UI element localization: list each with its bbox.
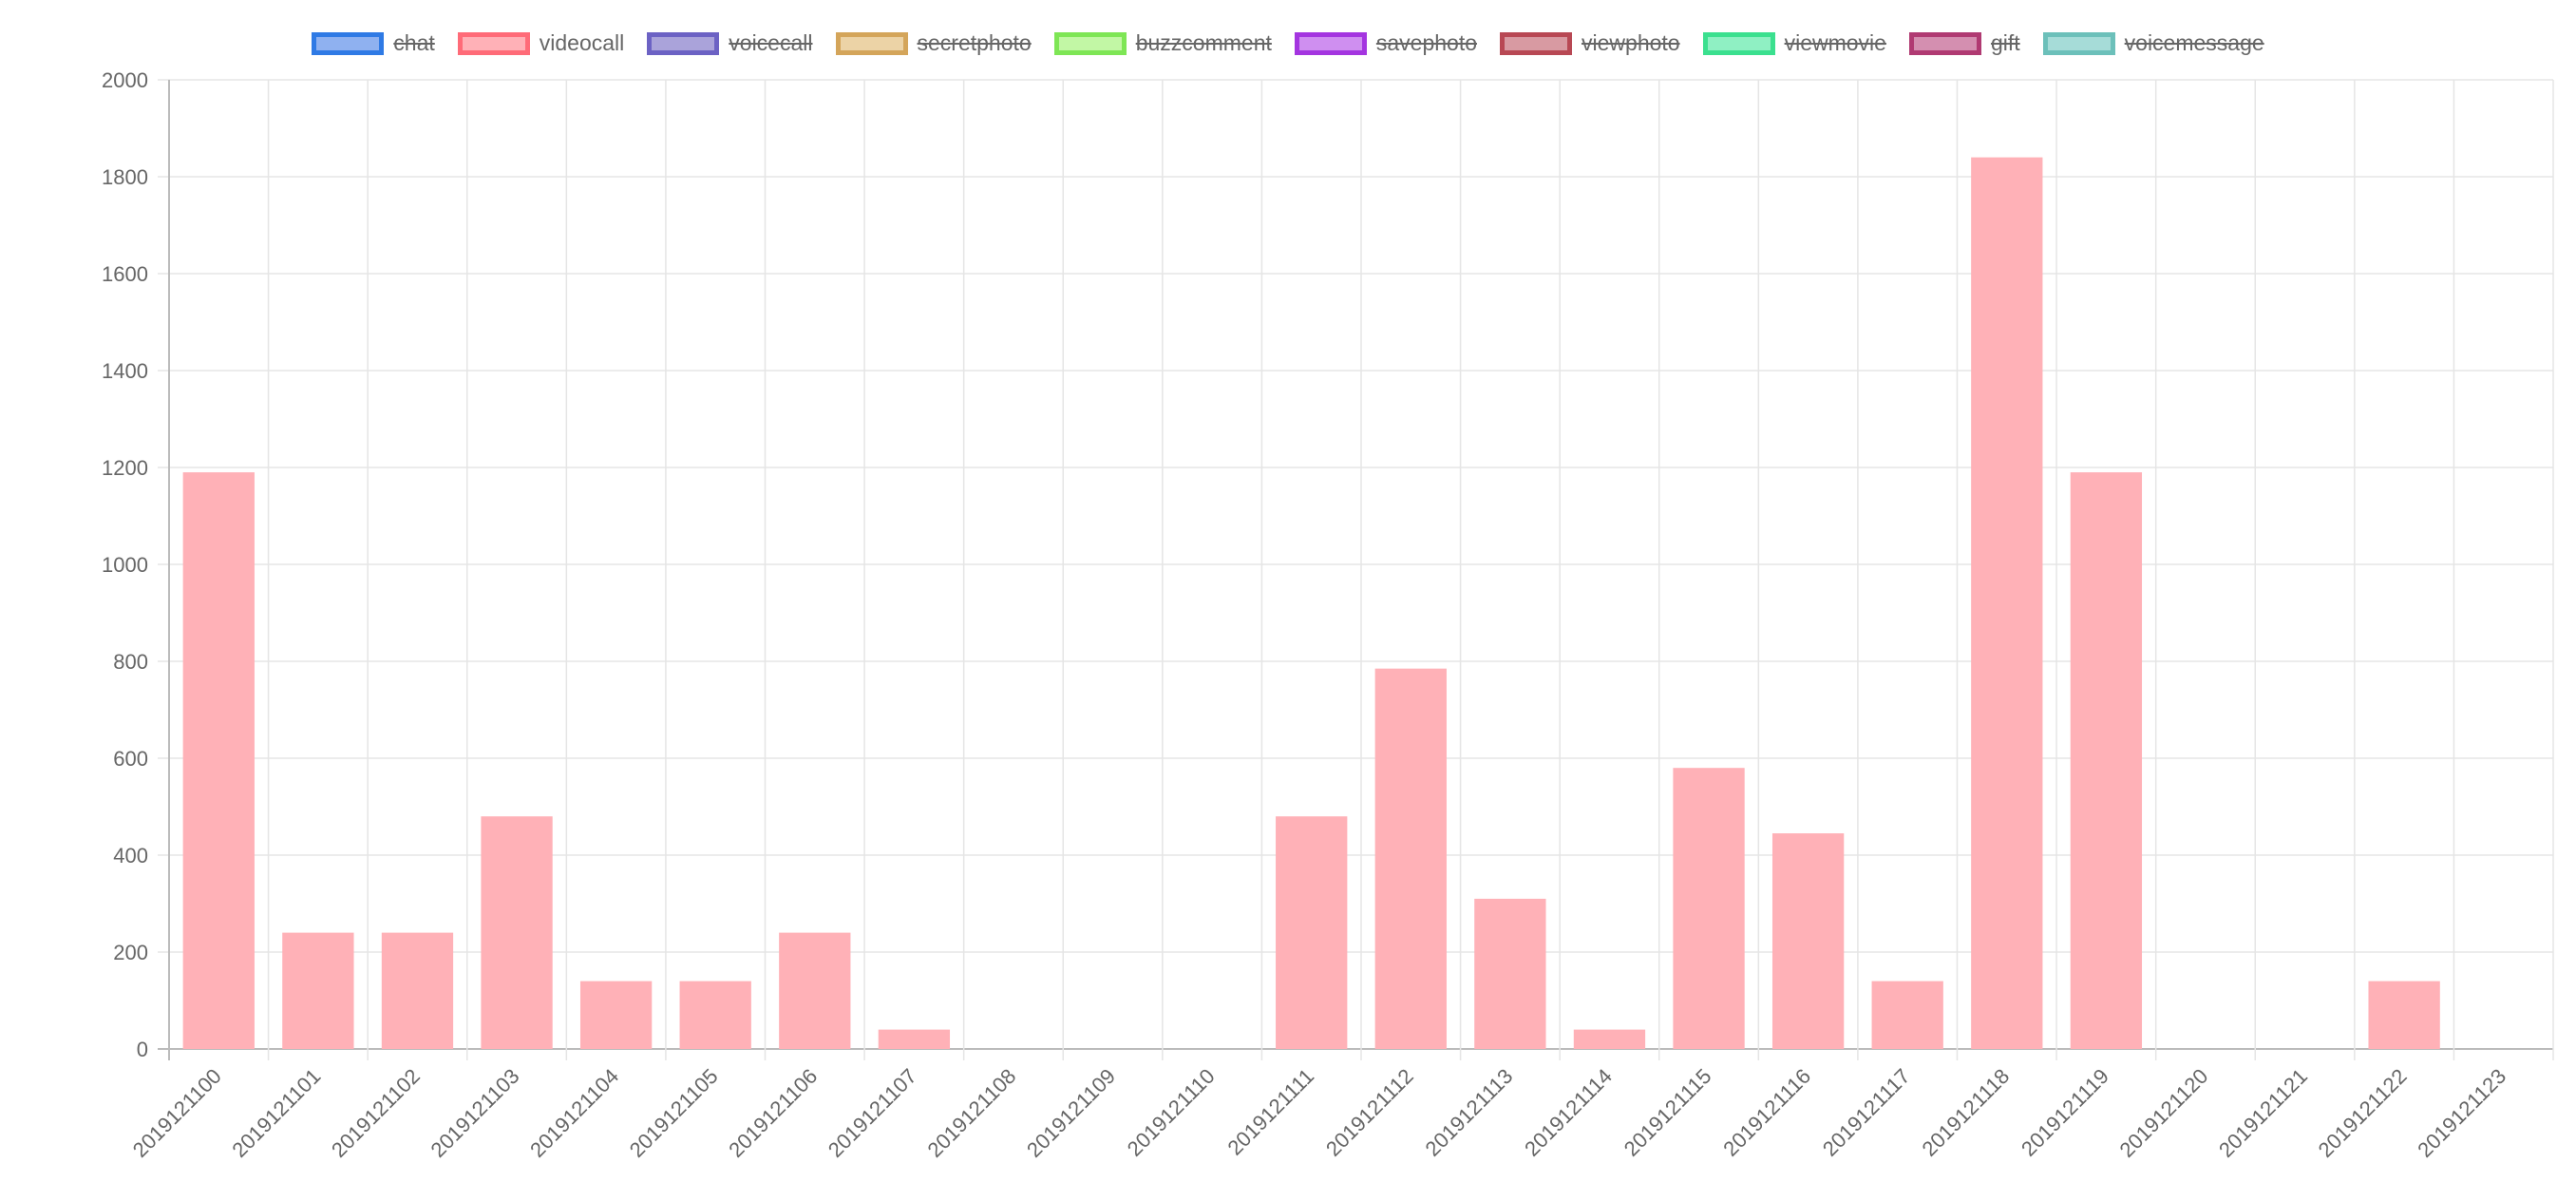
legend-swatch	[1294, 31, 1367, 55]
legend-label: voicecall	[729, 30, 813, 55]
x-tick-label: 2019121114	[1520, 1064, 1617, 1161]
legend-label: chat	[393, 30, 435, 55]
legend-item-viewphoto[interactable]: viewphoto	[1500, 30, 1680, 56]
legend-item-videocall[interactable]: videocall	[457, 30, 625, 56]
legend-item-secretphoto[interactable]: secretphoto	[835, 30, 1032, 56]
y-tick-label: 0	[137, 1038, 148, 1061]
bar-2019121119	[2070, 472, 2143, 1050]
bar-2019121114	[1573, 1029, 1646, 1049]
x-tick-label: 2019121104	[525, 1064, 623, 1162]
legend-swatch	[1053, 31, 1127, 55]
y-tick-label: 1800	[102, 165, 148, 189]
x-tick-label: 2019121122	[2314, 1064, 2412, 1162]
y-tick-label: 400	[113, 844, 148, 867]
x-tick-label: 2019121116	[1718, 1064, 1815, 1161]
x-tick-label: 2019121115	[1619, 1064, 1716, 1161]
bar-2019121116	[1771, 833, 1845, 1049]
y-tick-label: 1200	[102, 456, 148, 480]
x-tick-label: 2019121112	[1321, 1064, 1418, 1161]
legend-item-viewmovie[interactable]: viewmovie	[1702, 30, 1886, 56]
legend-swatch	[457, 31, 530, 55]
bar-2019121100	[182, 472, 255, 1050]
x-tick-label: 2019121106	[724, 1064, 822, 1162]
x-tick-label: 2019121101	[227, 1064, 325, 1162]
bar-2019121107	[878, 1029, 951, 1049]
legend-swatch	[1702, 31, 1775, 55]
y-tick-label: 1600	[102, 262, 148, 286]
legend-swatch	[312, 31, 385, 55]
legend-label: savephoto	[1375, 30, 1478, 55]
y-tick-label: 1000	[102, 553, 148, 577]
legend-item-voicemessage[interactable]: voicemessage	[2042, 30, 2264, 56]
chart-legend: chat videocall voicecall secretphoto buzzcom…	[0, 30, 2576, 56]
bar-2019121105	[679, 981, 751, 1049]
y-tick-label: 1400	[102, 359, 148, 383]
x-tick-label: 2019121110	[1123, 1064, 1220, 1161]
legend-label: voicemessage	[2124, 30, 2264, 55]
bar-2019121113	[1474, 898, 1546, 1049]
legend-label: buzzcomment	[1135, 30, 1272, 55]
x-tick-label: 2019121121	[2214, 1064, 2312, 1162]
bar-2019121104	[579, 981, 653, 1049]
x-tick-label: 2019121123	[2413, 1064, 2510, 1162]
x-tick-label: 2019121120	[2114, 1064, 2212, 1162]
x-tick-label: 2019121107	[824, 1064, 921, 1162]
bar-2019121101	[282, 932, 354, 1049]
legend-swatch	[2042, 31, 2115, 55]
x-tick-label: 2019121102	[327, 1064, 425, 1162]
x-tick-label: 2019121108	[922, 1064, 1020, 1162]
legend-swatch	[1908, 31, 1981, 55]
x-tick-label: 2019121105	[625, 1064, 723, 1162]
bar-2019121106	[779, 932, 851, 1049]
y-tick-label: 600	[113, 747, 148, 771]
legend-label: gift	[1990, 30, 2020, 55]
legend-item-savephoto[interactable]: savephoto	[1294, 30, 1478, 56]
legend-item-chat[interactable]: chat	[312, 30, 435, 56]
x-tick-label: 2019121117	[1818, 1064, 1915, 1161]
bar-2019121112	[1374, 668, 1447, 1049]
x-tick-label: 2019121103	[426, 1064, 524, 1162]
x-tick-label: 2019121119	[2017, 1064, 2113, 1161]
legend-label: videocall	[539, 30, 625, 55]
bar-2019121103	[481, 816, 553, 1049]
bar-2019121118	[1971, 157, 2043, 1050]
legend-item-gift[interactable]: gift	[1908, 30, 2020, 56]
x-tick-label: 2019121100	[128, 1064, 226, 1162]
legend-label: viewmovie	[1784, 30, 1886, 55]
x-tick-label: 2019121113	[1421, 1064, 1518, 1161]
legend-item-voicecall[interactable]: voicecall	[647, 30, 813, 56]
bar-2019121115	[1673, 768, 1745, 1049]
legend-item-buzzcomment[interactable]: buzzcomment	[1053, 30, 1272, 56]
legend-label: viewphoto	[1582, 30, 1680, 55]
y-tick-label: 800	[113, 650, 148, 674]
bar-2019121102	[381, 932, 454, 1049]
y-tick-label: 2000	[102, 68, 148, 92]
bar-2019121111	[1276, 816, 1348, 1049]
bar-2019121122	[2368, 981, 2440, 1049]
legend-swatch	[835, 31, 908, 55]
legend-label: secretphoto	[917, 30, 1032, 55]
x-tick-label: 2019121109	[1022, 1064, 1120, 1162]
y-tick-label: 200	[113, 941, 148, 964]
x-tick-label: 2019121111	[1223, 1064, 1319, 1160]
x-tick-label: 2019121118	[1917, 1064, 2014, 1161]
legend-swatch	[1500, 31, 1573, 55]
legend-swatch	[647, 31, 720, 55]
bar-2019121117	[1871, 981, 1943, 1049]
